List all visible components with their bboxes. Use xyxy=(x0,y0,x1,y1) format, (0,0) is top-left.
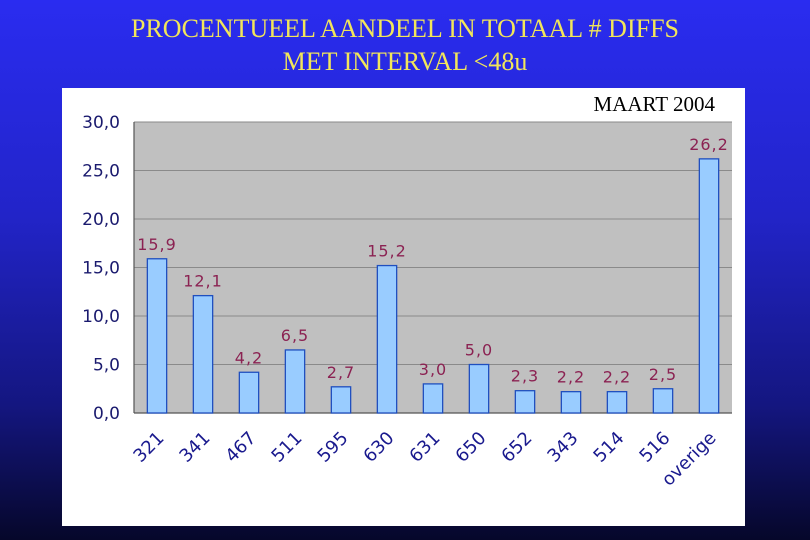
bar xyxy=(606,391,628,414)
bar xyxy=(238,371,260,414)
y-tick-label: 0,0 xyxy=(93,404,120,424)
slide-title: PROCENTUEEL AANDEEL IN TOTAAL # DIFFS ME… xyxy=(0,12,810,78)
data-label: 4,2 xyxy=(235,348,263,367)
bar xyxy=(330,386,352,414)
category-label: 595 xyxy=(313,428,352,467)
category-label: 652 xyxy=(497,428,536,467)
data-label: 2,3 xyxy=(511,367,539,386)
category-label: 321 xyxy=(129,428,168,467)
bar xyxy=(560,391,582,414)
category-label: 650 xyxy=(451,428,490,467)
y-tick-label: 20,0 xyxy=(82,210,120,230)
category-label: 343 xyxy=(543,428,582,467)
category-label: 514 xyxy=(589,428,628,467)
y-tick-label: 25,0 xyxy=(82,162,120,182)
data-label: 6,5 xyxy=(281,326,309,345)
data-label: 15,2 xyxy=(367,242,407,261)
bar xyxy=(514,390,536,414)
data-label: 15,9 xyxy=(137,235,177,254)
data-label: 2,2 xyxy=(557,368,585,387)
category-label: 516 xyxy=(635,428,674,467)
data-label: 2,5 xyxy=(649,365,677,384)
chart-subtitle: MAART 2004 xyxy=(593,92,715,116)
data-label: 3,0 xyxy=(419,360,447,379)
bar xyxy=(376,264,398,414)
bar xyxy=(698,158,720,414)
y-tick-label: 5,0 xyxy=(93,356,120,376)
category-label: 511 xyxy=(267,428,306,467)
data-label: 12,1 xyxy=(183,272,223,291)
category-label: 631 xyxy=(405,428,444,467)
y-tick-label: 30,0 xyxy=(82,113,120,133)
bar xyxy=(468,363,490,414)
bar xyxy=(192,294,214,414)
bar xyxy=(284,349,306,414)
category-label: 630 xyxy=(359,428,398,467)
bar xyxy=(146,258,168,414)
category-label: 467 xyxy=(221,428,260,467)
title-line-2: MET INTERVAL <48u xyxy=(282,47,528,76)
category-label: 341 xyxy=(175,428,214,467)
data-label: 2,7 xyxy=(327,363,355,382)
data-label: 5,0 xyxy=(465,341,493,360)
data-label: 26,2 xyxy=(689,135,729,154)
y-tick-label: 15,0 xyxy=(82,259,120,279)
y-tick-label: 10,0 xyxy=(82,307,120,327)
bar xyxy=(652,388,674,414)
data-label: 2,2 xyxy=(603,368,631,387)
title-line-1: PROCENTUEEL AANDEEL IN TOTAAL # DIFFS xyxy=(130,14,679,43)
bar xyxy=(422,383,444,414)
